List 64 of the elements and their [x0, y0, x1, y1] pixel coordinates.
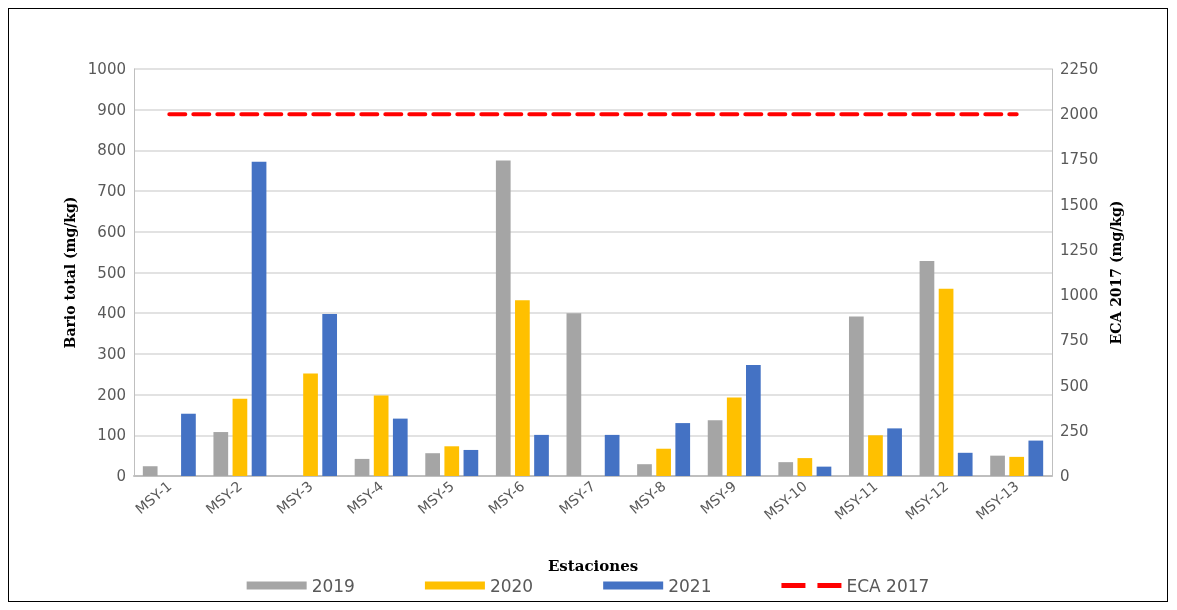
legend-label: 2019 — [311, 575, 355, 596]
bar — [1009, 456, 1025, 476]
bar — [707, 420, 723, 476]
bar — [797, 458, 813, 476]
y-tick-label: 300 — [97, 344, 126, 363]
y-tick-label: 900 — [97, 100, 126, 119]
bar — [515, 300, 530, 476]
bar — [322, 314, 338, 476]
y-tick-label: 400 — [97, 304, 126, 323]
bar — [604, 434, 620, 476]
y2-axis-title: ECA 2017 (mg/kg) — [1108, 200, 1125, 345]
bar — [354, 458, 370, 476]
bar — [463, 449, 479, 476]
bar — [887, 428, 902, 476]
y2-tick-label: 2000 — [1060, 105, 1099, 124]
bar — [990, 455, 1005, 476]
bar — [392, 418, 408, 476]
y2-tick-label: 1250 — [1060, 240, 1099, 259]
y-tick-label: 800 — [97, 141, 126, 160]
bar — [425, 453, 440, 476]
legend-label: 2021 — [668, 575, 712, 596]
y-tick-label: 700 — [97, 182, 126, 201]
bar — [919, 261, 935, 476]
y2-tick-label: 750 — [1060, 331, 1089, 350]
bar — [778, 462, 794, 476]
y-tick-label: 500 — [97, 263, 126, 282]
y2-tick-label: 0 — [1060, 467, 1070, 485]
bar — [213, 432, 229, 476]
y2-tick-label: 2250 — [1060, 60, 1099, 78]
bar — [534, 434, 549, 476]
y-axis-title: Bario total (mg/kg) — [61, 196, 78, 349]
bar — [181, 413, 196, 476]
bar — [938, 288, 954, 476]
bar — [142, 466, 158, 476]
bar — [373, 395, 389, 476]
y-tick-label: 100 — [97, 426, 126, 445]
bar — [746, 364, 761, 476]
bar — [303, 373, 318, 476]
y-tick-label: 1000 — [87, 60, 126, 78]
y2-tick-label: 1000 — [1060, 286, 1099, 305]
bar — [726, 397, 742, 476]
bar — [566, 313, 582, 476]
bar — [816, 466, 832, 476]
bar — [656, 448, 671, 476]
bar — [957, 452, 973, 476]
bar — [495, 160, 511, 476]
bar — [1028, 440, 1044, 476]
bar — [444, 446, 460, 476]
y-tick-label: 600 — [97, 222, 126, 241]
y2-tick-label: 1750 — [1060, 150, 1099, 169]
y-tick-label: 200 — [97, 385, 126, 404]
y-tick-label: 0 — [116, 467, 126, 485]
legend-label: 2020 — [489, 575, 534, 596]
bar — [251, 161, 267, 476]
bar — [637, 464, 652, 476]
bar — [848, 316, 864, 476]
x-axis-title: Estaciones — [547, 556, 639, 575]
bar — [868, 435, 883, 476]
y2-tick-label: 250 — [1060, 421, 1089, 440]
bar — [675, 423, 691, 476]
bar — [232, 398, 248, 476]
y2-tick-label: 500 — [1060, 376, 1089, 395]
y2-tick-label: 1500 — [1060, 195, 1099, 214]
legend-label: ECA 2017 — [846, 575, 930, 596]
